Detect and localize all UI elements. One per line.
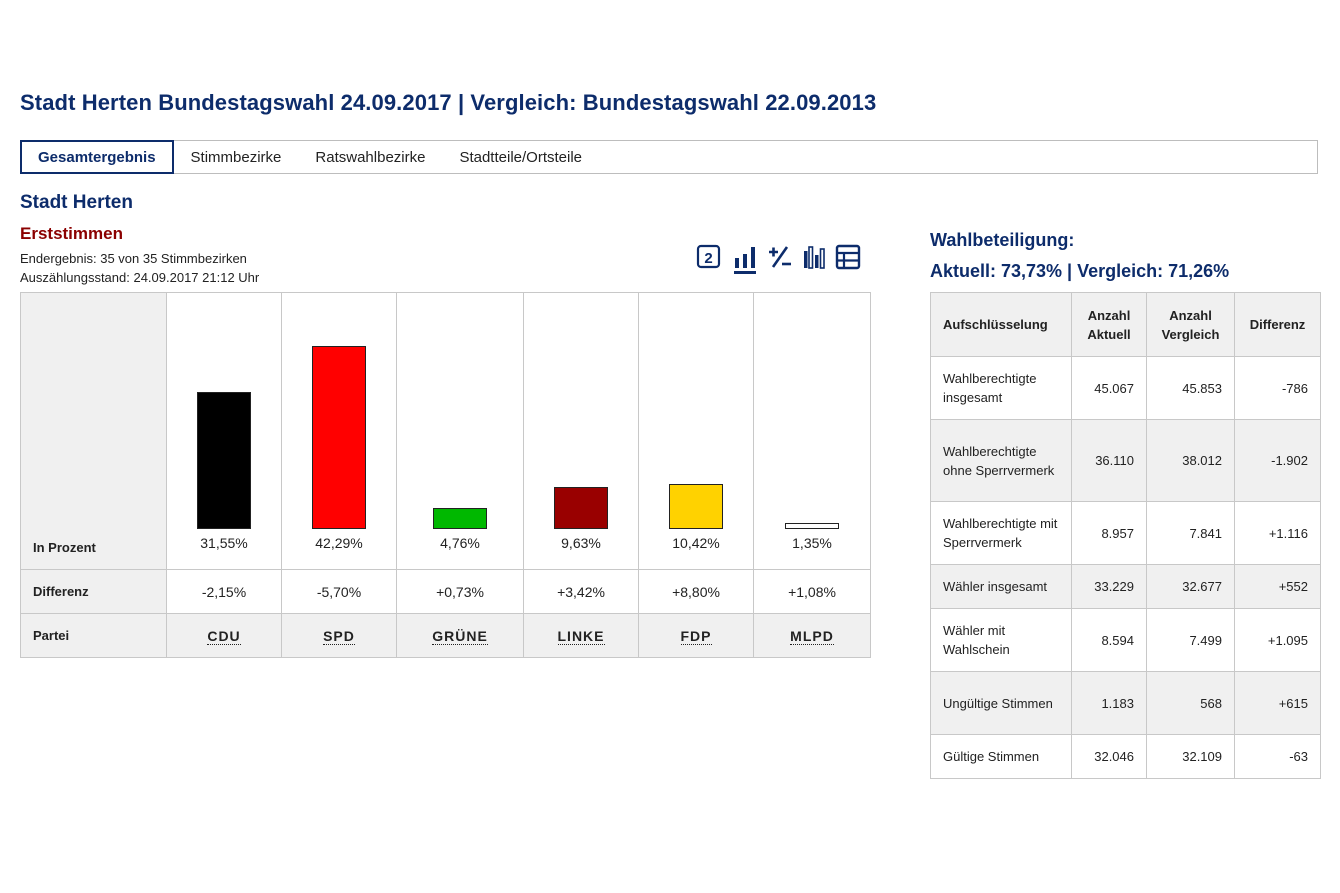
tab-ratswahlbezirke[interactable]: Ratswahlbezirke [315,148,426,166]
area-title: Stadt Herten [20,192,133,213]
party-cdu[interactable]: CDU [207,627,241,645]
turnout-header-difference: Differenz [1234,292,1321,357]
turnout-title: Wahlbeteiligung: [930,230,1075,250]
turnout-diff: +1.095 [1234,608,1321,672]
turnout-diff: +615 [1234,671,1321,735]
turnout-label: Wähler mit Wahlschein [930,608,1072,672]
turnout-label: Wähler insgesamt [930,564,1072,609]
page-title: Stadt Herten Bundestagswahl 24.09.2017 |… [20,90,877,115]
turnout-compare: 32.677 [1146,564,1235,609]
bar-mlpd [785,523,839,529]
bar-cell-mlpd: 1,35% [753,292,871,570]
table-row: Wähler insgesamt 33.229 32.677 +552 [930,564,1321,609]
difference-cdu: -2,15% [166,569,282,614]
turnout-label: Ungültige Stimmen [930,671,1072,735]
turnout-compare: 38.012 [1146,419,1235,502]
party-spd[interactable]: SPD [323,627,355,645]
party-cell-mlpd: MLPD [753,613,871,658]
tab-bar: Gesamtergebnis Stimmbezirke Ratswahlbezi… [20,140,1318,174]
turnout-header-current: Anzahl Aktuell [1071,292,1147,357]
turnout-compare: 32.109 [1146,734,1235,779]
turnout-table: Aufschlüsselung Anzahl Aktuell Anzahl Ve… [930,292,1321,779]
bar-gruene [433,508,487,529]
turnout-label: Wahlberechtigte ohne Sperrvermerk [930,419,1072,502]
bar-fdp [669,484,723,529]
turnout-header-compare: Anzahl Vergleich [1146,292,1235,357]
row-label-percent: In Prozent [20,292,167,570]
bar-chart-icon[interactable] [732,243,758,274]
turnout-current: 8.957 [1071,501,1147,565]
turnout-diff: -1.902 [1234,419,1321,502]
percent-fdp: 10,42% [672,535,720,551]
table-row: Wahlberechtigte insgesamt 45.067 45.853 … [930,356,1321,420]
turnout-label: Gültige Stimmen [930,734,1072,779]
turnout-header-breakdown: Aufschlüsselung [930,292,1072,357]
bar-spd [312,346,366,529]
party-cell-gruene: GRÜNE [396,613,524,658]
bar-cell-linke: 9,63% [523,292,639,570]
results-chart-table: In Prozent 31,55% 42,29% 4,76% 9,63% 10,… [20,292,871,658]
second-vote-icon[interactable]: 2 [696,243,722,271]
count-timestamp: Auszählungsstand: 24.09.2017 21:12 Uhr [20,270,260,285]
svg-text:2: 2 [704,250,712,267]
row-label-difference: Differenz [20,569,167,614]
table-row: Ungültige Stimmen 1.183 568 +615 [930,671,1321,735]
turnout-compare: 7.499 [1146,608,1235,672]
table-row: Gültige Stimmen 32.046 32.109 -63 [930,734,1321,779]
vote-type-title: Erststimmen [20,224,123,243]
turnout-compare: 7.841 [1146,501,1235,565]
difference-fdp: +8,80% [638,569,754,614]
turnout-label: Wahlberechtigte mit Sperrvermerk [930,501,1072,565]
turnout-label: Wahlberechtigte insgesamt [930,356,1072,420]
difference-linke: +3,42% [523,569,639,614]
result-status: Endergebnis: 35 von 35 Stimmbezirken [20,251,247,266]
difference-spd: -5,70% [281,569,397,614]
table-row: Wahlberechtigte mit Sperrvermerk 8.957 7… [930,501,1321,565]
turnout-compare: 568 [1146,671,1235,735]
table-icon[interactable] [835,243,861,271]
row-label-party: Partei [20,613,167,658]
turnout-current: 1.183 [1071,671,1147,735]
turnout-current: 32.046 [1071,734,1147,779]
party-cell-cdu: CDU [166,613,282,658]
percent-mlpd: 1,35% [792,535,832,551]
turnout-diff: +552 [1234,564,1321,609]
table-row: Wähler mit Wahlschein 8.594 7.499 +1.095 [930,608,1321,672]
party-gruene[interactable]: GRÜNE [432,627,488,645]
tab-stimmbezirke[interactable]: Stimmbezirke [190,148,282,166]
turnout-current: 45.067 [1071,356,1147,420]
party-mlpd[interactable]: MLPD [790,627,834,645]
bar-cell-cdu: 31,55% [166,292,282,570]
bar-linke [554,487,608,529]
percent-cdu: 31,55% [200,535,248,551]
bar-cell-gruene: 4,76% [396,292,524,570]
turnout-current: 36.110 [1071,419,1147,502]
turnout-values: Aktuell: 73,73% | Vergleich: 71,26% [930,261,1230,281]
turnout-diff: -63 [1234,734,1321,779]
difference-mlpd: +1,08% [753,569,871,614]
party-linke[interactable]: LINKE [557,627,605,645]
turnout-diff: -786 [1234,356,1321,420]
turnout-current: 33.229 [1071,564,1147,609]
party-fdp[interactable]: FDP [680,627,712,645]
party-cell-linke: LINKE [523,613,639,658]
tab-gesamtergebnis[interactable]: Gesamtergebnis [20,140,174,174]
bar-cdu [197,392,251,529]
bar-cell-spd: 42,29% [281,292,397,570]
percent-gruene: 4,76% [440,535,480,551]
view-toolbar: 2 [696,243,866,274]
turnout-diff: +1.116 [1234,501,1321,565]
bar-cell-fdp: 10,42% [638,292,754,570]
party-cell-fdp: FDP [638,613,754,658]
compare-bars-icon[interactable] [802,243,828,271]
percent-linke: 9,63% [561,535,601,551]
table-row: Wahlberechtigte ohne Sperrvermerk 36.110… [930,419,1321,502]
party-cell-spd: SPD [281,613,397,658]
percent-spd: 42,29% [315,535,363,551]
tab-stadtteile[interactable]: Stadtteile/Ortsteile [459,148,583,166]
turnout-compare: 45.853 [1146,356,1235,420]
turnout-current: 8.594 [1071,608,1147,672]
plus-minus-icon[interactable] [767,243,793,271]
difference-gruene: +0,73% [396,569,524,614]
